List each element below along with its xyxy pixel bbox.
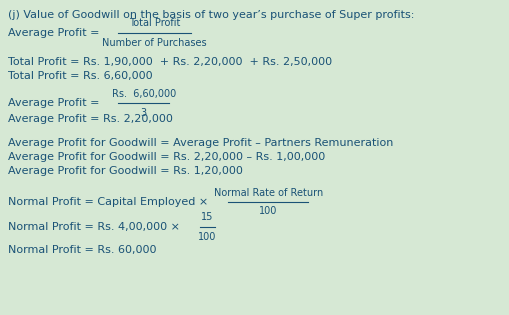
- Text: Total Profit = Rs. 6,60,000: Total Profit = Rs. 6,60,000: [8, 71, 152, 81]
- Text: 100: 100: [259, 207, 277, 216]
- Text: 100: 100: [198, 232, 216, 242]
- Text: Rs.  6,60,000: Rs. 6,60,000: [111, 89, 176, 99]
- Text: Number of Purchases: Number of Purchases: [102, 37, 207, 48]
- Text: Normal Profit = Capital Employed ×: Normal Profit = Capital Employed ×: [8, 197, 211, 207]
- Text: Average Profit for Goodwill = Average Profit – Partners Remuneration: Average Profit for Goodwill = Average Pr…: [8, 138, 392, 148]
- Text: Average Profit =: Average Profit =: [8, 28, 103, 38]
- Text: Normal Profit = Rs. 60,000: Normal Profit = Rs. 60,000: [8, 245, 156, 255]
- Text: Total Profit: Total Profit: [129, 19, 180, 28]
- Text: Average Profit =: Average Profit =: [8, 98, 103, 108]
- Text: Normal Profit = Rs. 4,00,000 ×: Normal Profit = Rs. 4,00,000 ×: [8, 222, 183, 232]
- Text: Average Profit for Goodwill = Rs. 1,20,000: Average Profit for Goodwill = Rs. 1,20,0…: [8, 166, 242, 176]
- Text: Average Profit = Rs. 2,20,000: Average Profit = Rs. 2,20,000: [8, 114, 173, 124]
- Text: Normal Rate of Return: Normal Rate of Return: [213, 187, 322, 198]
- Text: 15: 15: [201, 213, 213, 222]
- Text: Total Profit = Rs. 1,90,000  + Rs. 2,20,000  + Rs. 2,50,000: Total Profit = Rs. 1,90,000 + Rs. 2,20,0…: [8, 57, 331, 67]
- Text: 3: 3: [140, 107, 147, 117]
- Text: Average Profit for Goodwill = Rs. 2,20,000 – Rs. 1,00,000: Average Profit for Goodwill = Rs. 2,20,0…: [8, 152, 325, 162]
- Text: (j) Value of Goodwill on the basis of two year’s purchase of Super profits:: (j) Value of Goodwill on the basis of tw…: [8, 10, 414, 20]
